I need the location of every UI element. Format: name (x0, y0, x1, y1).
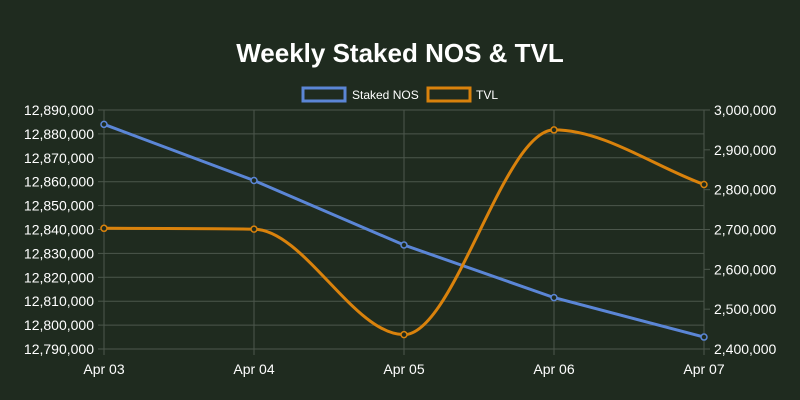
right-tick-label: 2,500,000 (714, 301, 776, 317)
right-y-axis: 2,400,000 2,500,000 2,600,000 2,700,000 2,80… (704, 102, 776, 357)
x-tick-label: Apr 05 (383, 361, 424, 377)
series-layer (100, 120, 708, 341)
tvl-line[interactable] (103, 128, 705, 337)
left-tick-label: 12,880,000 (24, 126, 94, 142)
x-axis: Apr 03 Apr 04 Apr 05 Apr 06 Apr 07 (83, 361, 724, 377)
left-tick-label: 12,840,000 (24, 222, 94, 238)
left-tick-label: 12,850,000 (24, 198, 94, 214)
x-tick-label: Apr 07 (683, 361, 724, 377)
right-tick-label: 2,800,000 (714, 182, 776, 198)
tvl-point[interactable] (250, 225, 258, 233)
legend-item-tvl[interactable]: TVL (426, 86, 498, 103)
left-y-axis: 12,790,000 12,800,000 12,810,000 12,820,000… (24, 102, 104, 357)
legend-item-staked-nos[interactable]: Staked NOS (301, 86, 419, 103)
staked-nos-point[interactable] (400, 241, 408, 249)
staked-nos-point[interactable] (250, 176, 258, 185)
x-tick-label: Apr 06 (533, 361, 574, 377)
left-tick-label: 12,860,000 (24, 174, 94, 190)
left-tick-label: 12,810,000 (24, 293, 94, 309)
staked-nos-point[interactable] (100, 120, 108, 129)
right-tick-label: 2,400,000 (714, 341, 776, 357)
x-tick-label: Apr 03 (83, 361, 124, 377)
tvl-point[interactable] (100, 224, 108, 233)
tvl-point[interactable] (550, 126, 558, 134)
staked-nos-point[interactable] (700, 333, 708, 341)
legend[interactable]: Staked NOS TVL (301, 86, 498, 103)
legend-label-staked-nos: Staked NOS (352, 88, 419, 102)
left-tick-label: 12,820,000 (24, 269, 94, 285)
left-tick-label: 12,790,000 (24, 341, 94, 357)
legend-label-tvl: TVL (476, 88, 498, 102)
tvl-point[interactable] (700, 180, 708, 189)
staked-nos-point[interactable] (550, 293, 558, 302)
left-tick-label: 12,800,000 (24, 317, 94, 333)
left-tick-label: 12,830,000 (24, 245, 94, 261)
legend-swatch-tvl (426, 86, 472, 103)
gridlines (103, 109, 705, 355)
right-tick-label: 2,700,000 (714, 222, 776, 238)
left-tick-label: 12,890,000 (24, 102, 94, 118)
right-tick-label: 2,900,000 (714, 142, 776, 158)
right-tick-label: 3,000,000 (714, 102, 776, 118)
tvl-point[interactable] (400, 330, 408, 339)
chart-title: Weekly Staked NOS & TVL (236, 38, 564, 68)
right-tick-label: 2,600,000 (714, 261, 776, 277)
x-tick-label: Apr 04 (233, 361, 274, 377)
left-tick-label: 12,870,000 (24, 150, 94, 166)
legend-swatch-staked-nos (301, 86, 347, 103)
